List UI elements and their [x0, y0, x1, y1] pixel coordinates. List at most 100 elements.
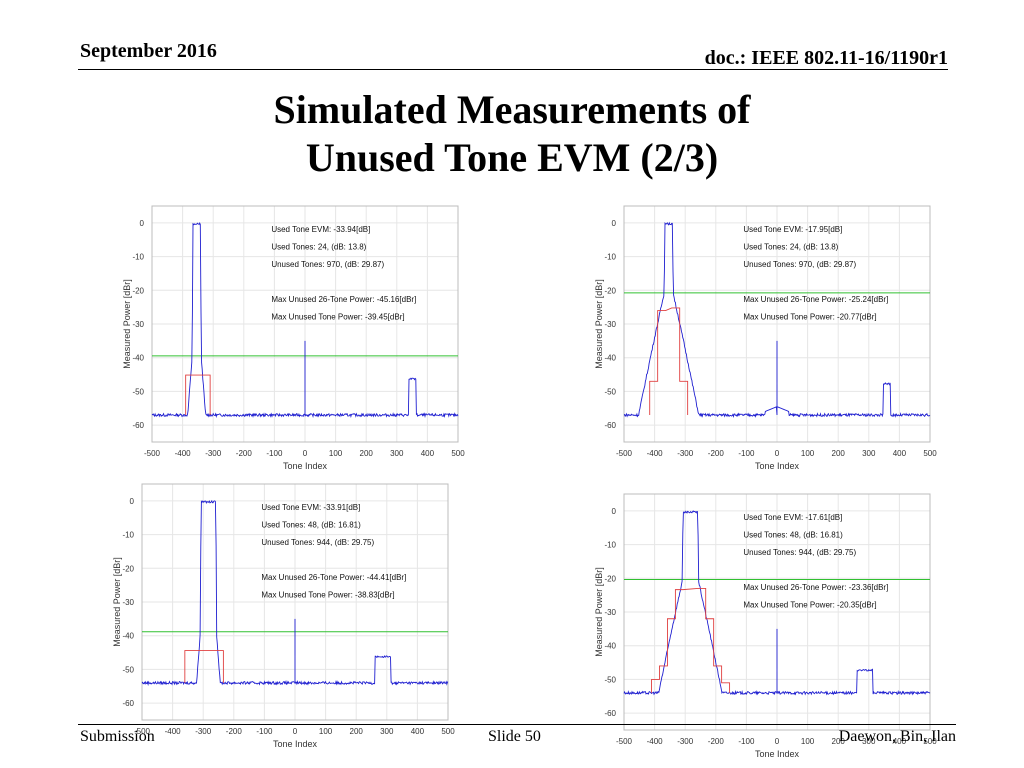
y-tick-label: 0 — [612, 507, 617, 516]
footer-submission: Submission — [80, 728, 155, 745]
x-tick-label: -500 — [134, 727, 151, 736]
y-tick-label: 0 — [612, 219, 617, 228]
x-tick-label: 500 — [441, 727, 455, 736]
x-tick-label: 300 — [390, 449, 404, 458]
x-tick-label: -300 — [195, 727, 212, 736]
x-tick-label: -300 — [677, 737, 694, 746]
x-tick-label: 200 — [350, 727, 364, 736]
ru-power-line — [185, 374, 211, 416]
slide-title: Simulated Measurements of Unused Tone EV… — [0, 86, 1024, 182]
y-tick-label: -60 — [132, 421, 144, 430]
x-tick-label: 100 — [329, 449, 343, 458]
x-axis-label: Tone Index — [755, 749, 800, 759]
footer-authors: Daewon, Bin, Ilan — [838, 728, 956, 745]
x-tick-label: -400 — [165, 727, 182, 736]
x-tick-label: -200 — [708, 737, 725, 746]
annotation-text: Max Unused Tone Power: -39.45[dBr] — [271, 312, 404, 321]
y-tick-label: -20 — [604, 574, 616, 583]
y-tick-label: -60 — [604, 421, 616, 430]
x-tick-label: -400 — [647, 737, 664, 746]
x-tick-label: -300 — [677, 449, 694, 458]
x-tick-label: 0 — [775, 449, 780, 458]
header-rule — [78, 69, 948, 70]
plot-frame — [623, 205, 931, 443]
ru-power-line — [649, 307, 689, 416]
annotation-text: Used Tone EVM: -33.91[dB] — [261, 503, 360, 512]
evm-plot-3: -500 -400 -300 -200 -100 0 100 200 300 400 500 0 -10… — [112, 483, 455, 749]
x-tick-label: -200 — [236, 449, 253, 458]
y-tick-label: -10 — [604, 253, 616, 262]
annotation-text: Used Tones: 48, (dB: 16.81) — [261, 520, 361, 529]
plot-frame — [141, 483, 449, 721]
annotation-text: Unused Tones: 944, (dB: 29.75) — [743, 548, 856, 557]
y-axis-label: Measured Power [dBr] — [594, 279, 604, 369]
y-tick-label: -60 — [122, 699, 134, 708]
x-tick-label: -200 — [226, 727, 243, 736]
x-tick-label: 300 — [862, 449, 876, 458]
annotation-text: Used Tones: 48, (dB: 16.81) — [743, 530, 843, 539]
y-tick-label: -10 — [604, 541, 616, 550]
y-axis-label: Measured Power [dBr] — [594, 567, 604, 657]
annotation-text: Max Unused Tone Power: -20.77[dBr] — [743, 312, 876, 321]
y-tick-label: -40 — [604, 354, 616, 363]
x-tick-label: 200 — [832, 449, 846, 458]
x-tick-label: 400 — [893, 449, 907, 458]
y-tick-label: -30 — [132, 320, 144, 329]
x-axis-label: Tone Index — [283, 461, 328, 471]
x-tick-label: 400 — [411, 727, 425, 736]
annotation-text: Unused Tones: 970, (dB: 29.87) — [271, 260, 384, 269]
x-tick-label: 500 — [923, 737, 937, 746]
x-tick-label: -100 — [738, 737, 755, 746]
y-tick-label: -40 — [132, 354, 144, 363]
annotation-text: Max Unused Tone Power: -38.83[dBr] — [261, 590, 394, 599]
y-tick-label: -60 — [604, 709, 616, 718]
y-axis-label: Measured Power [dBr] — [122, 279, 132, 369]
y-tick-label: -10 — [132, 253, 144, 262]
x-tick-label: 500 — [923, 449, 937, 458]
annotation-text: Max Unused 26-Tone Power: -44.41[dBr] — [261, 573, 406, 582]
y-tick-label: -40 — [122, 632, 134, 641]
x-tick-label: 200 — [360, 449, 374, 458]
y-tick-label: -50 — [122, 665, 134, 674]
annotation-text: Used Tones: 24, (dB: 13.8) — [271, 242, 366, 251]
annotation-text: Used Tones: 24, (dB: 13.8) — [743, 242, 838, 251]
x-tick-label: 0 — [303, 449, 308, 458]
x-tick-label: -500 — [616, 449, 633, 458]
y-tick-label: -10 — [122, 531, 134, 540]
x-tick-label: 100 — [801, 737, 815, 746]
x-tick-label: -300 — [205, 449, 222, 458]
y-tick-label: -50 — [604, 675, 616, 684]
x-tick-label: 100 — [319, 727, 333, 736]
x-tick-label: 0 — [775, 737, 780, 746]
evm-plot-1: -500 -400 -300 -200 -100 0 100 200 300 400 500 0 -10… — [122, 205, 465, 471]
y-tick-label: -30 — [604, 320, 616, 329]
annotation-text: Used Tone EVM: -17.61[dB] — [743, 513, 842, 522]
psd-series-line — [623, 221, 931, 418]
annotation-text: Max Unused 26-Tone Power: -45.16[dBr] — [271, 295, 416, 304]
x-axis-label: Tone Index — [273, 739, 318, 749]
y-tick-label: -30 — [122, 598, 134, 607]
x-tick-label: -500 — [144, 449, 161, 458]
x-tick-label: 500 — [451, 449, 465, 458]
y-axis-label: Measured Power [dBr] — [112, 557, 122, 647]
x-tick-label: -100 — [738, 449, 755, 458]
annotation-text: Max Unused 26-Tone Power: -23.36[dBr] — [743, 583, 888, 592]
y-tick-label: 0 — [140, 219, 145, 228]
footer-slide-number: Slide 50 — [488, 728, 541, 745]
y-tick-label: -40 — [604, 642, 616, 651]
y-tick-label: 0 — [130, 497, 135, 506]
annotation-text: Unused Tones: 944, (dB: 29.75) — [261, 538, 374, 547]
title-line-2: Unused Tone EVM (2/3) — [305, 135, 719, 180]
psd-series-line — [151, 222, 459, 419]
plot-frame — [151, 205, 459, 443]
y-tick-label: -30 — [604, 608, 616, 617]
x-tick-label: 400 — [893, 737, 907, 746]
header-date: September 2016 — [80, 40, 217, 62]
x-tick-label: -200 — [708, 449, 725, 458]
y-tick-label: -50 — [604, 387, 616, 396]
y-tick-label: -50 — [132, 387, 144, 396]
x-tick-label: 300 — [380, 727, 394, 736]
x-axis-label: Tone Index — [755, 461, 800, 471]
psd-series-line — [141, 499, 449, 687]
x-tick-label: -100 — [266, 449, 283, 458]
